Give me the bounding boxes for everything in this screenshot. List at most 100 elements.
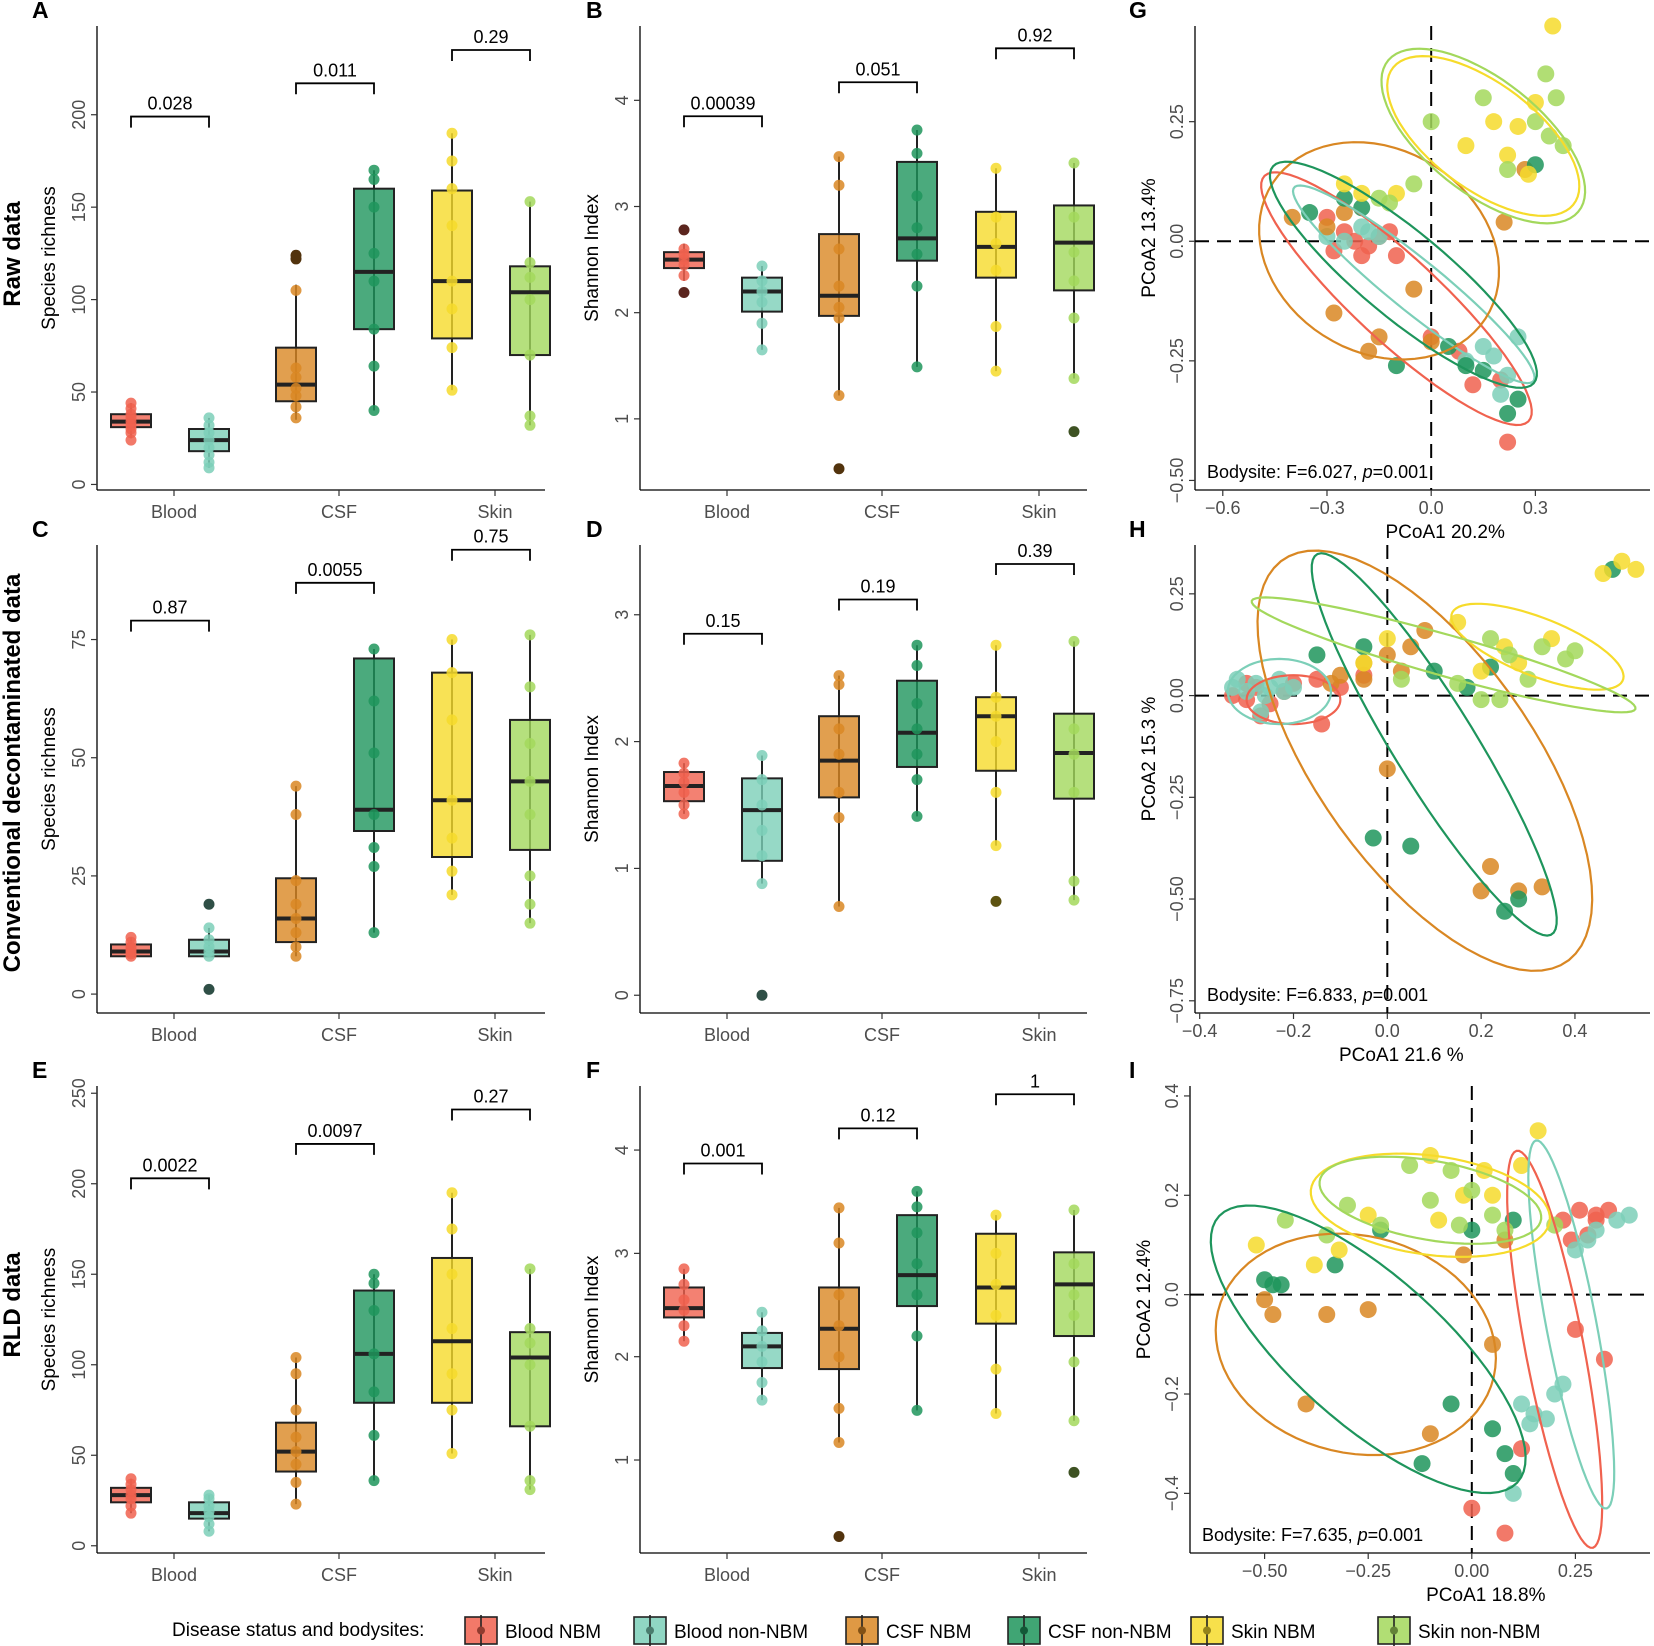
x-axis-label: PCoA1 21.6 % bbox=[1339, 1045, 1464, 1066]
ellipse-csf-non-nbm bbox=[1268, 160, 1538, 389]
significance-bracket bbox=[838, 81, 918, 94]
row-label-raw: Raw data bbox=[0, 201, 26, 307]
x-tick-label: 0.2 bbox=[1469, 1021, 1494, 1041]
data-point bbox=[833, 748, 845, 760]
significance-bracket bbox=[295, 82, 375, 95]
data-point bbox=[290, 1368, 302, 1380]
data-point bbox=[1068, 157, 1080, 169]
stat-annotation: Bodysite: F=6.027, p=0.001 bbox=[1207, 462, 1428, 482]
y-tick-label: 1 bbox=[612, 863, 632, 873]
legend-item-csf-nbm: CSF NBM bbox=[845, 1615, 972, 1646]
data-point bbox=[756, 750, 768, 762]
data-point bbox=[990, 786, 1002, 798]
box-csf-non-nbm bbox=[353, 164, 395, 417]
p-value-label: 0.29 bbox=[473, 27, 508, 47]
ellipse-blood-nbm bbox=[1506, 1149, 1604, 1549]
y-tick-label: 0.25 bbox=[1167, 576, 1187, 611]
legend-item-blood-non-nbm: Blood non-NBM bbox=[633, 1615, 808, 1646]
data-point bbox=[1594, 564, 1612, 582]
data-point bbox=[1068, 1356, 1080, 1368]
p-value-label: 0.39 bbox=[1017, 541, 1052, 561]
x-tick-label: Blood bbox=[704, 1565, 750, 1585]
legend-label: Skin non-NBM bbox=[1418, 1622, 1541, 1643]
data-point bbox=[368, 643, 380, 655]
data-point bbox=[524, 410, 536, 422]
x-tick-label: Skin bbox=[1021, 1565, 1056, 1585]
data-point bbox=[1442, 1395, 1460, 1413]
data-point bbox=[290, 1498, 302, 1510]
panel-h: H −0.4 −0.2 0.0 0.2 0.4 −0.75 −0.50 −0.25 0.00 0.2… bbox=[1129, 516, 1650, 1066]
data-point bbox=[368, 1429, 380, 1441]
data-point bbox=[368, 164, 380, 176]
data-point bbox=[756, 275, 768, 287]
data-point bbox=[1504, 1484, 1522, 1502]
legend-item-csf-non-nbm: CSF non-NBM bbox=[1007, 1615, 1172, 1646]
p-value-label: 0.75 bbox=[473, 527, 508, 547]
data-point bbox=[368, 405, 380, 417]
box-body bbox=[975, 696, 1017, 772]
data-point bbox=[1529, 1122, 1547, 1140]
data-point bbox=[1463, 1181, 1481, 1199]
outlier-point bbox=[203, 898, 215, 910]
outlier-point bbox=[1068, 1466, 1080, 1478]
data-point bbox=[990, 691, 1002, 703]
data-point bbox=[1252, 703, 1270, 721]
data-point bbox=[1405, 280, 1423, 298]
stat-annotation: Bodysite: F=7.635, p=0.001 bbox=[1202, 1525, 1423, 1545]
data-point bbox=[524, 1323, 536, 1335]
p-value-label: 0.27 bbox=[473, 1087, 508, 1107]
data-point bbox=[1068, 1204, 1080, 1216]
data-point bbox=[833, 670, 845, 682]
data-point bbox=[1519, 165, 1537, 183]
box-skin-non-nbm bbox=[1053, 1204, 1095, 1478]
data-point bbox=[833, 1351, 845, 1363]
box-blood-non-nbm bbox=[741, 1306, 783, 1406]
data-point bbox=[1492, 385, 1510, 403]
y-tick-label: 0 bbox=[612, 990, 632, 1000]
y-axis-label: Shannon Index bbox=[582, 1255, 603, 1383]
p-value-label: 0.011 bbox=[313, 60, 357, 80]
stat-p: p bbox=[1362, 462, 1373, 482]
y-tick-label: 100 bbox=[69, 1350, 89, 1380]
outlier-point bbox=[833, 1530, 845, 1542]
p-value-label: 0.028 bbox=[147, 94, 192, 114]
data-point bbox=[911, 147, 923, 159]
y-tick-label: 2 bbox=[612, 308, 632, 318]
x-tick-label: Skin bbox=[477, 1565, 512, 1585]
data-point bbox=[125, 397, 137, 409]
points-csf-nbm bbox=[1256, 1231, 1514, 1443]
data-point bbox=[368, 808, 380, 820]
data-point bbox=[1526, 113, 1544, 131]
box-blood-nbm bbox=[110, 1473, 152, 1519]
data-point bbox=[756, 1394, 768, 1406]
data-point bbox=[1537, 65, 1555, 83]
significance-bracket bbox=[451, 548, 531, 561]
y-axis-label: Species richness bbox=[39, 707, 60, 851]
box-blood-nbm bbox=[663, 224, 705, 299]
data-point bbox=[446, 667, 458, 679]
data-point bbox=[833, 812, 845, 824]
data-point bbox=[1430, 1211, 1448, 1229]
data-point bbox=[1472, 662, 1490, 680]
box-blood-non-nbm bbox=[188, 898, 230, 995]
p-value-label: 1 bbox=[1030, 1071, 1040, 1091]
data-point bbox=[524, 419, 536, 431]
x-tick-label: Skin bbox=[477, 1025, 512, 1045]
data-point bbox=[678, 767, 690, 779]
data-point bbox=[524, 257, 536, 269]
data-point bbox=[1509, 117, 1527, 135]
data-point bbox=[524, 808, 536, 820]
data-point bbox=[911, 1185, 923, 1197]
data-point bbox=[990, 1408, 1002, 1420]
ellipse-skin-nbm bbox=[1450, 602, 1625, 691]
data-point bbox=[990, 238, 1002, 250]
data-point bbox=[1455, 1246, 1473, 1264]
data-point bbox=[290, 1458, 302, 1470]
data-point bbox=[990, 1309, 1002, 1321]
data-point bbox=[756, 1325, 768, 1337]
data-point bbox=[911, 248, 923, 260]
x-tick-label: Blood bbox=[151, 502, 197, 522]
data-point bbox=[1402, 837, 1420, 855]
significance-bracket bbox=[995, 563, 1075, 576]
y-tick-label: 0.25 bbox=[1167, 104, 1187, 139]
